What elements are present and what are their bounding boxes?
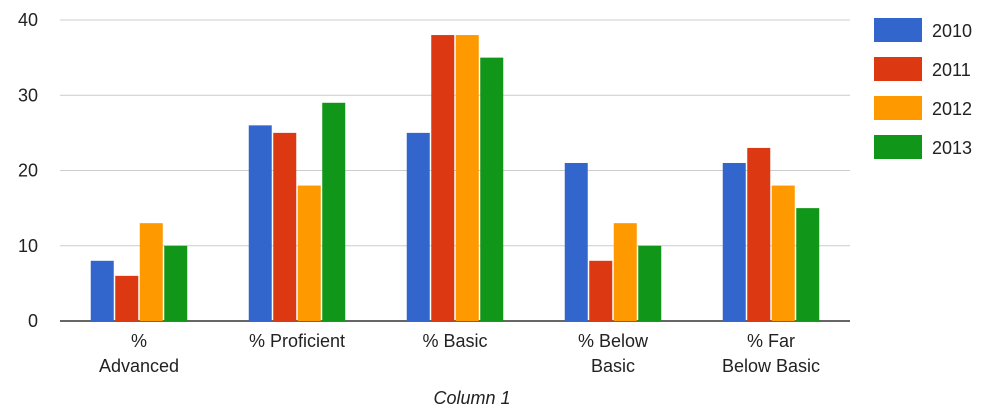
bar-2013-0: [164, 245, 188, 321]
y-axis-ticks: 0 10 20 30 40: [18, 10, 38, 331]
x-axis-title: Column 1: [433, 388, 510, 408]
y-tick-label: 30: [18, 85, 38, 105]
bar-2011-2: [431, 35, 455, 322]
legend-swatch-2013: [874, 135, 922, 159]
bar-2012-3: [613, 223, 637, 321]
y-tick-label: 20: [18, 161, 38, 181]
bar-2010-3: [564, 162, 588, 321]
y-tick-label: 10: [18, 236, 38, 256]
bar-2011-0: [115, 275, 139, 321]
legend: 2010 2011 2012 2013: [874, 18, 972, 159]
legend-swatch-2011: [874, 57, 922, 81]
bar-2013-4: [796, 208, 820, 321]
legend-swatch-2010: [874, 18, 922, 42]
bar-2012-2: [455, 35, 479, 322]
x-category-label: % Far: [747, 331, 795, 351]
bar-2011-1: [273, 132, 297, 321]
legend-label: 2012: [932, 99, 972, 119]
legend-swatch-2012: [874, 96, 922, 120]
bar-2011-3: [589, 260, 613, 321]
x-category-label: % Basic: [422, 331, 487, 351]
bar-2010-1: [248, 125, 272, 321]
legend-label: 2013: [932, 138, 972, 158]
gridlines: [60, 19, 850, 322]
bar-2013-3: [638, 245, 662, 321]
bar-2013-1: [322, 102, 346, 322]
bar-2013-2: [480, 57, 504, 321]
x-category-label: % Below: [578, 331, 649, 351]
bar-2010-0: [90, 260, 114, 321]
y-tick-label: 40: [18, 10, 38, 30]
bar-2012-4: [771, 185, 795, 321]
bars: [90, 35, 820, 322]
legend-label: 2010: [932, 21, 972, 41]
y-tick-label: 0: [28, 311, 38, 331]
x-category-label: %: [131, 331, 147, 351]
x-category-label: Basic: [591, 356, 635, 376]
x-category-label: % Proficient: [249, 331, 345, 351]
x-category-label: Advanced: [99, 356, 179, 376]
legend-label: 2011: [932, 60, 971, 80]
x-axis-labels: % Advanced % Proficient % Basic % Below Basic…: [99, 331, 820, 376]
bar-2012-0: [139, 223, 163, 321]
bar-2010-4: [722, 162, 746, 321]
bar-2010-2: [406, 132, 430, 321]
bar-2011-4: [747, 147, 771, 321]
x-category-label: Below Basic: [722, 356, 820, 376]
bar-2012-1: [297, 185, 321, 321]
